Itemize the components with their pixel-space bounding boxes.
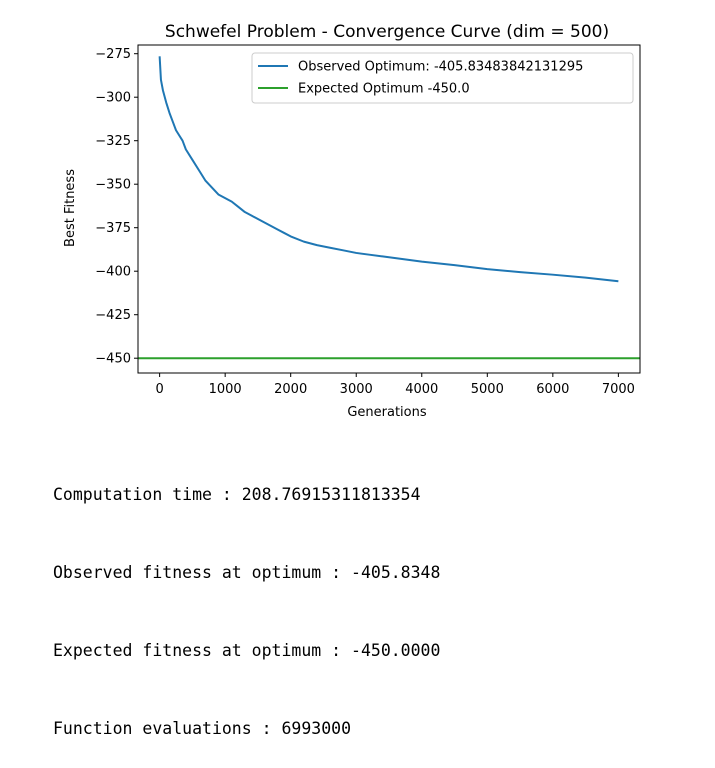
x-tick-label: 1000 — [209, 382, 242, 397]
y-axis: −275 −300 −325 −350 −375 −400 −425 −450 — [95, 47, 138, 367]
x-tick-label: 0 — [155, 382, 163, 397]
y-tick-label: −350 — [95, 178, 131, 193]
output-text: Computation time : 208.76915311813354 Ob… — [53, 430, 440, 768]
observed-fitness-line: Observed fitness at optimum : -405.8348 — [53, 563, 441, 582]
y-tick-label: −300 — [95, 91, 131, 106]
y-tick-label: −375 — [95, 221, 131, 236]
legend-label: Observed Optimum: -405.83483842131295 — [298, 60, 583, 75]
x-axis: 0 1000 2000 3000 4000 5000 6000 7000 — [155, 373, 635, 397]
convergence-chart: Schwefel Problem - Convergence Curve (di… — [63, 22, 641, 420]
computation-time-line: Computation time : 208.76915311813354 — [53, 485, 421, 504]
x-tick-label: 6000 — [536, 382, 569, 397]
expected-fitness-line: Expected fitness at optimum : -450.0000 — [53, 641, 441, 660]
x-tick-label: 2000 — [274, 382, 307, 397]
x-tick-label: 7000 — [602, 382, 635, 397]
y-tick-label: −450 — [95, 352, 131, 367]
x-axis-label: Generations — [347, 405, 427, 420]
series-line-1 — [158, 56, 619, 283]
function-evaluations-line: Function evaluations : 6993000 — [53, 719, 352, 738]
axes-frame-rect — [137, 44, 641, 374]
chart-title: Schwefel Problem - Convergence Curve (di… — [165, 22, 609, 42]
legend-label: Expected Optimum -450.0 — [298, 82, 470, 97]
x-tick-label: 3000 — [340, 382, 373, 397]
y-tick-label: −325 — [95, 134, 131, 149]
y-axis-label: Best Fitness — [63, 169, 78, 247]
y-tick-label: −425 — [95, 308, 131, 323]
y-tick-label: −400 — [95, 265, 131, 280]
y-tick-label: −275 — [95, 47, 131, 62]
series-layer — [138, 56, 640, 360]
axes-frame — [137, 44, 641, 374]
legend-box — [251, 52, 634, 104]
x-tick-label: 5000 — [471, 382, 504, 397]
x-tick-label: 4000 — [405, 382, 438, 397]
legend: Observed Optimum: -405.83483842131295 Exp… — [251, 52, 634, 104]
